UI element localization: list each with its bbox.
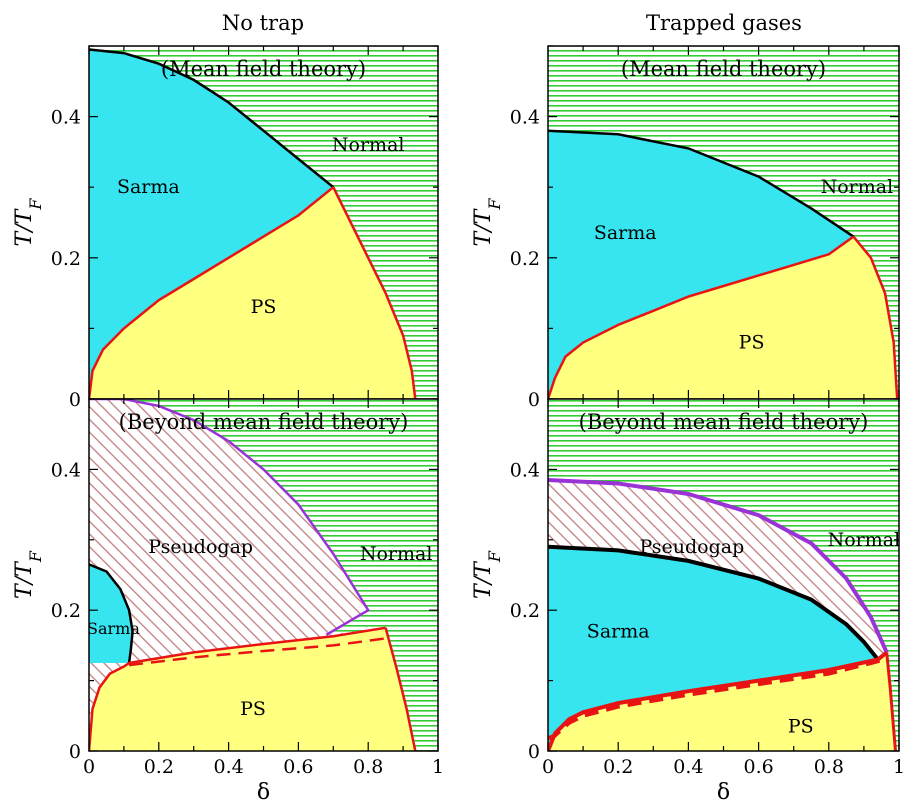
y-tick-label: 0.2 bbox=[510, 248, 540, 270]
sarma-label: Sarma bbox=[87, 619, 140, 638]
x-tick-label: 0.4 bbox=[673, 756, 703, 778]
y-tick-label: 0.4 bbox=[51, 107, 81, 129]
ps-right-boundary-line bbox=[885, 652, 897, 751]
x-tick-label: 0.8 bbox=[353, 756, 383, 778]
y-axis-label: T/TF bbox=[12, 550, 45, 599]
x-tick-label: 0 bbox=[542, 756, 554, 778]
y-tick-label: 0 bbox=[528, 389, 540, 411]
panel-caption: (Beyond mean field theory) bbox=[119, 410, 409, 434]
panel-trapped-beyond-mean-field: Sarma PS Normal Pseudogap (Beyond mean field… bbox=[471, 398, 904, 805]
normal-label: Normal bbox=[821, 176, 894, 198]
x-tick-label: 1 bbox=[893, 756, 904, 778]
x-axis-label: δ bbox=[257, 780, 270, 805]
ps-region bbox=[89, 627, 416, 751]
ps-right-boundary-line bbox=[332, 186, 417, 399]
ps-boundary-line bbox=[548, 235, 855, 399]
ps-right-boundary-line bbox=[384, 627, 417, 751]
pseudogap-label: Pseudogap bbox=[148, 536, 253, 558]
x-tick-label: 0 bbox=[83, 756, 95, 778]
x-tick-label: 1 bbox=[432, 756, 444, 778]
sarma-region bbox=[89, 49, 334, 399]
sarma-label: Sarma bbox=[594, 222, 657, 244]
column-title-trapped-gases: Trapped gases bbox=[646, 11, 802, 35]
y-tick-label: 0.2 bbox=[51, 600, 81, 622]
y-tick-label: 0.4 bbox=[51, 459, 81, 481]
ps-boundary-line bbox=[548, 650, 888, 751]
x-tick-label: 0.6 bbox=[743, 756, 773, 778]
y-tick-label: 0 bbox=[69, 389, 81, 411]
normal-label: Normal bbox=[360, 543, 433, 565]
ps-boundary-line bbox=[89, 626, 386, 751]
column-title-no-trap: No trap bbox=[222, 11, 304, 35]
pseudogap-boundary-line bbox=[89, 399, 370, 636]
pseudogap-boundary-line bbox=[548, 478, 889, 654]
normal-label: Normal bbox=[332, 134, 405, 156]
sarma-boundary-line bbox=[548, 544, 880, 661]
ps-right-boundary-line bbox=[852, 235, 899, 399]
ps-dashed-line bbox=[548, 657, 886, 741]
y-tick-label: 0 bbox=[69, 741, 81, 763]
panel-caption: (Mean field theory) bbox=[621, 57, 826, 81]
sarma-label: Sarma bbox=[117, 176, 180, 198]
y-tick-label: 0.2 bbox=[51, 248, 81, 270]
x-axis-label: δ bbox=[717, 780, 730, 805]
y-tick-label: 0 bbox=[528, 741, 540, 763]
y-axis-label: T/TF bbox=[12, 198, 45, 247]
x-tick-label: 0.2 bbox=[603, 756, 633, 778]
y-axis-label: T/TF bbox=[471, 550, 504, 599]
x-tick-label: 0.6 bbox=[283, 756, 313, 778]
panel-no-trap-mean-field: Sarma PS Normal (Mean field theory) 0 0.2 0.4 T… bbox=[12, 45, 439, 411]
x-tick-label: 0.4 bbox=[213, 756, 243, 778]
x-tick-label: 0.8 bbox=[814, 756, 844, 778]
normal-label: Normal bbox=[828, 529, 901, 551]
y-tick-label: 0.4 bbox=[510, 107, 540, 129]
ps-region bbox=[89, 187, 416, 399]
x-tick-label: 0.2 bbox=[144, 756, 174, 778]
ps-label: PS bbox=[240, 698, 266, 720]
panel-caption: (Mean field theory) bbox=[161, 57, 366, 81]
sarma-boundary-line bbox=[89, 48, 335, 189]
sarma-boundary-line bbox=[89, 563, 134, 664]
ps-label: PS bbox=[251, 296, 277, 318]
sarma-label: Sarma bbox=[587, 620, 650, 642]
panel-caption: (Beyond mean field theory) bbox=[579, 410, 869, 434]
y-tick-label: 0.4 bbox=[510, 459, 540, 481]
sarma-region bbox=[89, 564, 133, 663]
y-tick-label: 0.2 bbox=[510, 600, 540, 622]
sarma-boundary-line bbox=[548, 129, 855, 238]
ps-label: PS bbox=[739, 332, 765, 354]
sarma-region bbox=[548, 130, 854, 399]
ps-boundary-line bbox=[89, 186, 335, 399]
ps-region bbox=[548, 236, 898, 399]
ps-dashed-line bbox=[128, 637, 386, 667]
panel-trapped-mean-field: Sarma PS Normal (Mean field theory) 0 0.2 0.4 T… bbox=[471, 45, 900, 411]
pseudogap-region bbox=[89, 399, 386, 751]
panel-no-trap-beyond-mean-field: Sarma PS Normal Pseudogap (Beyond mean field… bbox=[12, 398, 444, 805]
ps-label: PS bbox=[788, 715, 814, 737]
y-axis-label: T/TF bbox=[471, 198, 504, 247]
pseudogap-label: Pseudogap bbox=[640, 536, 745, 558]
